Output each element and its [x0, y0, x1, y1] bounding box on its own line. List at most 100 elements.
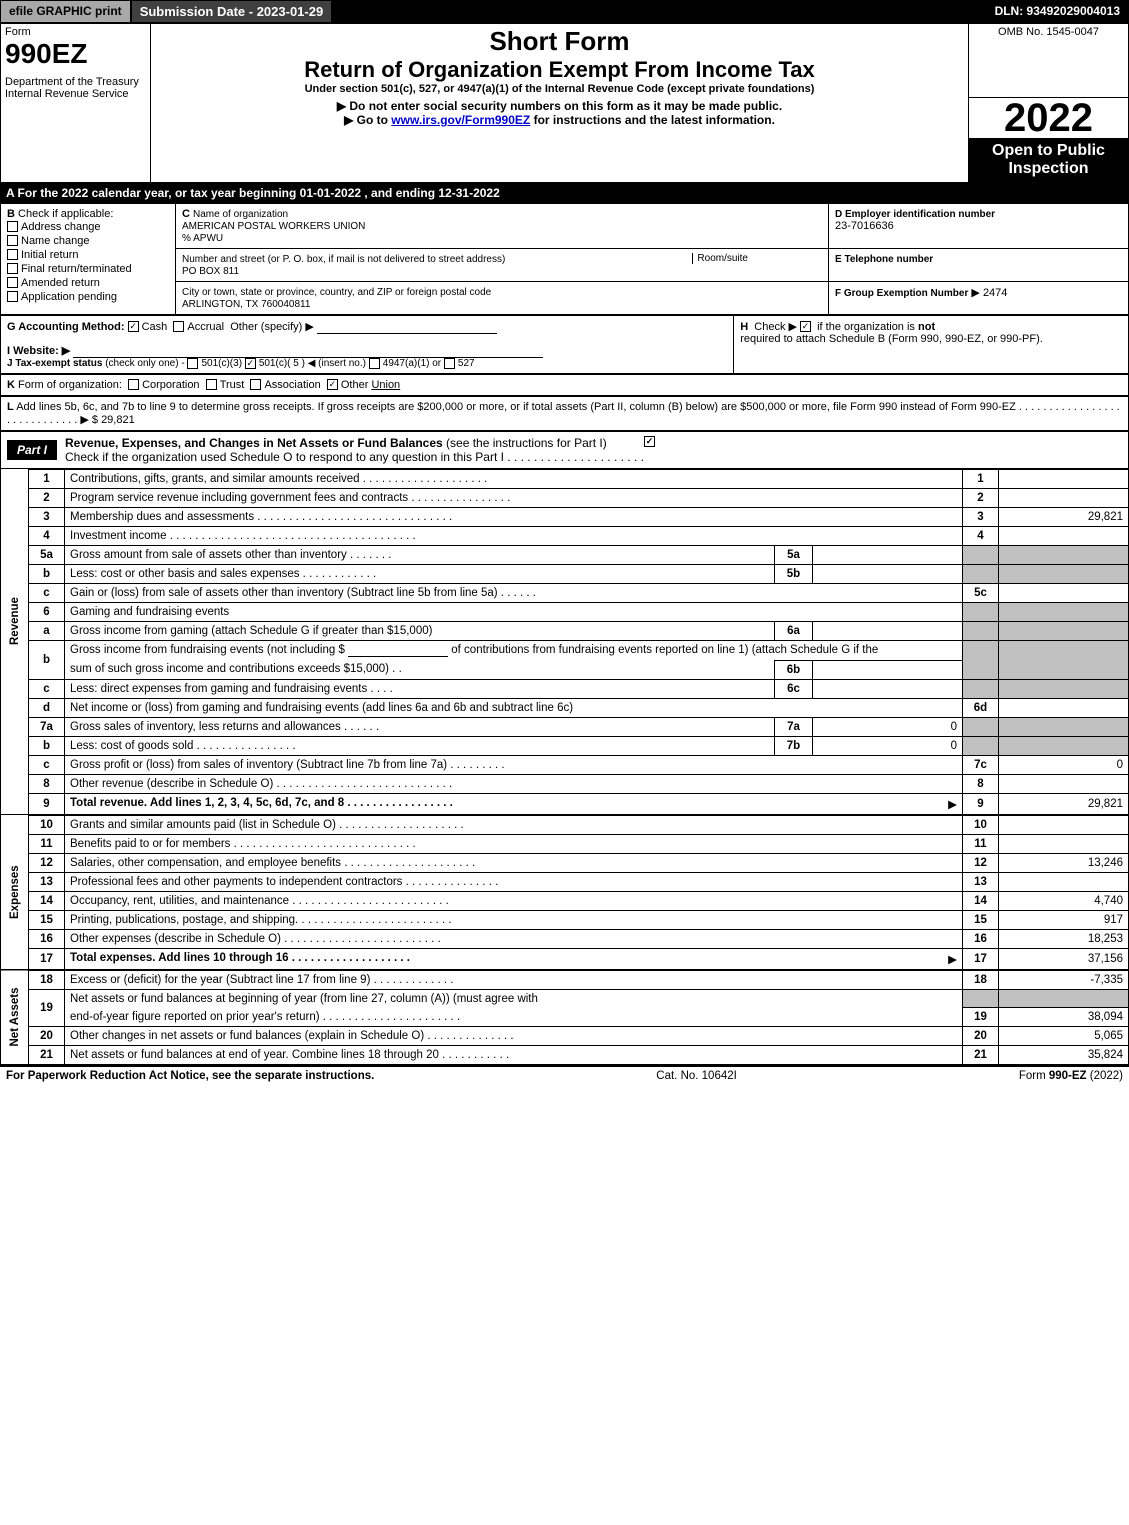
- row-L: L Add lines 5b, 6c, and 7b to line 9 to …: [1, 396, 1129, 430]
- street-label: Number and street (or P. O. box, if mail…: [182, 254, 505, 265]
- footer-center: Cat. No. 10642I: [656, 1070, 737, 1082]
- ln1-val: [999, 469, 1129, 488]
- ln21-val: 35,824: [999, 1046, 1129, 1065]
- H-not: not: [918, 321, 935, 333]
- ln3-val: 29,821: [999, 507, 1129, 526]
- ln5b-val-shade: [999, 564, 1129, 583]
- opt-amended: Amended return: [21, 277, 100, 289]
- chk-address-change[interactable]: [7, 221, 18, 232]
- G-label: G Accounting Method:: [7, 321, 125, 333]
- side-revenue-cont: [1, 774, 29, 793]
- irs-link[interactable]: www.irs.gov/Form990EZ: [391, 113, 530, 127]
- open-to-public: Open to Public Inspection: [969, 138, 1128, 182]
- chk-H[interactable]: [800, 321, 811, 332]
- ln15-box: 15: [963, 910, 999, 929]
- ln7a-num: 7a: [29, 717, 65, 736]
- chk-application-pending[interactable]: [7, 291, 18, 302]
- ln6c-sub: 6c: [775, 679, 813, 698]
- ln8-num: 8: [29, 774, 65, 793]
- under-section: Under section 501(c), 527, or 4947(a)(1)…: [155, 83, 964, 95]
- chk-partI-scheduleO[interactable]: [644, 436, 655, 447]
- side-netassets: Net Assets: [1, 970, 29, 1065]
- ln20-box: 20: [963, 1027, 999, 1046]
- row-J: J Tax-exempt status (check only one) - 5…: [7, 358, 727, 369]
- ln4-desc: Investment income . . . . . . . . . . . …: [65, 526, 963, 545]
- efile-print-button[interactable]: efile GRAPHIC print: [1, 1, 132, 22]
- dln-number: DLN: 93492029004013: [987, 1, 1128, 22]
- ln9-box: 9: [963, 793, 999, 814]
- ln6c-box-shade: [963, 679, 999, 698]
- partI-hint: (see the instructions for Part I): [446, 436, 607, 450]
- ln6a-num: a: [29, 621, 65, 640]
- ln6b-num: b: [29, 640, 65, 679]
- chk-4947[interactable]: [369, 358, 380, 369]
- box-E: E Telephone number: [829, 248, 1129, 281]
- chk-final-return[interactable]: [7, 263, 18, 274]
- ln5c-val: [999, 583, 1129, 602]
- ln6a-sv: [813, 621, 963, 640]
- ln6d-desc: Net income or (loss) from gaming and fun…: [65, 698, 963, 717]
- ln16-val: 18,253: [999, 929, 1129, 948]
- ln16-desc: Other expenses (describe in Schedule O) …: [65, 929, 963, 948]
- chk-501c[interactable]: [245, 358, 256, 369]
- ln17-desc-wrap: Total expenses. Add lines 10 through 16 …: [65, 948, 963, 969]
- chk-trust[interactable]: [206, 379, 217, 390]
- footer-right-bold: 990-EZ: [1049, 1070, 1087, 1082]
- ln13-val: [999, 872, 1129, 891]
- chk-527[interactable]: [444, 358, 455, 369]
- ln13-num: 13: [29, 872, 65, 891]
- ln5a-sub: 5a: [775, 545, 813, 564]
- chk-other-org[interactable]: [327, 379, 338, 390]
- form-990ez-page: efile GRAPHIC print Submission Date - 20…: [0, 0, 1129, 1085]
- ln19-box-shade: [963, 989, 999, 1008]
- H-pre: Check ▶: [754, 321, 797, 333]
- ln20-desc: Other changes in net assets or fund bala…: [65, 1027, 963, 1046]
- partI-tag: Part I: [7, 440, 57, 460]
- chk-name-change[interactable]: [7, 235, 18, 246]
- header-block: Form 990EZ Department of the Treasury In…: [0, 23, 1129, 183]
- box-C-street: Number and street (or P. O. box, if mail…: [176, 248, 829, 281]
- chk-501c3[interactable]: [187, 358, 198, 369]
- ln19-d1: Net assets or fund balances at beginning…: [65, 989, 963, 1008]
- opt-pending: Application pending: [21, 291, 117, 303]
- ln6b-d1: Gross income from fundraising events (no…: [70, 644, 345, 656]
- chk-amended-return[interactable]: [7, 277, 18, 288]
- ln5b-desc: Less: cost or other basis and sales expe…: [65, 564, 775, 583]
- ln19-val: 38,094: [999, 1008, 1129, 1027]
- L-val: $ 29,821: [92, 414, 135, 426]
- J-501c3: 501(c)(3): [201, 358, 242, 369]
- ln5a-sv: [813, 545, 963, 564]
- ln10-val: [999, 815, 1129, 834]
- submission-date: Submission Date - 2023-01-29: [132, 1, 332, 22]
- ln10-box: 10: [963, 815, 999, 834]
- form-number: 990EZ: [5, 38, 146, 70]
- B-check-if: Check if applicable:: [18, 208, 113, 220]
- J-4947: 4947(a)(1) or: [383, 358, 441, 369]
- ln6-num: 6: [29, 602, 65, 621]
- group-exemption-value: 2474: [983, 287, 1007, 299]
- ln12-num: 12: [29, 853, 65, 872]
- ein-value: 23-7016636: [835, 220, 894, 232]
- ln10-num: 10: [29, 815, 65, 834]
- ln7b-box-shade: [963, 736, 999, 755]
- ln14-num: 14: [29, 891, 65, 910]
- footer-right: Form 990-EZ (2022): [1019, 1070, 1123, 1082]
- ln6a-desc: Gross income from gaming (attach Schedul…: [65, 621, 775, 640]
- chk-cash[interactable]: [128, 321, 139, 332]
- ln17-num: 17: [29, 948, 65, 969]
- chk-initial-return[interactable]: [7, 249, 18, 260]
- ln2-val: [999, 488, 1129, 507]
- chk-accrual[interactable]: [173, 321, 184, 332]
- chk-assoc[interactable]: [250, 379, 261, 390]
- chk-corp[interactable]: [128, 379, 139, 390]
- J-501c: 501(c)( 5 ) ◀ (insert no.): [259, 358, 366, 369]
- box-B: B Check if applicable: Address change Na…: [1, 203, 176, 314]
- ln5a-val-shade: [999, 545, 1129, 564]
- ln8-box: 8: [963, 774, 999, 793]
- ln6-desc: Gaming and fundraising events: [65, 602, 963, 621]
- ln3-desc: Membership dues and assessments . . . . …: [65, 507, 963, 526]
- ln7b-num: b: [29, 736, 65, 755]
- ln21-box: 21: [963, 1046, 999, 1065]
- ln2-desc: Program service revenue including govern…: [65, 488, 963, 507]
- J-527: 527: [458, 358, 475, 369]
